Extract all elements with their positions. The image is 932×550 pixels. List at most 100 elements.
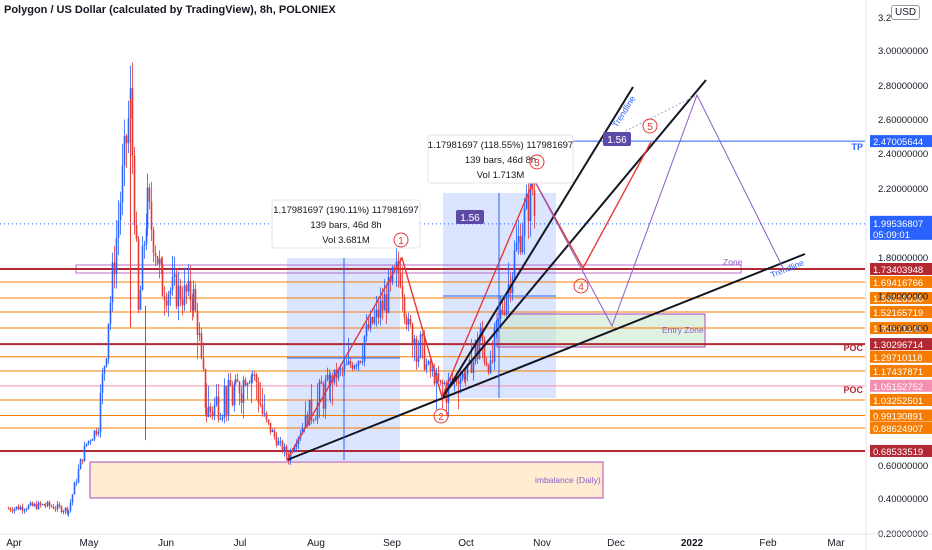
candle-body	[33, 504, 36, 506]
candle-body	[491, 360, 494, 362]
candle-body	[238, 381, 241, 394]
candle-body	[89, 440, 92, 442]
candle-body	[99, 392, 102, 433]
measure-label-1-line: 1.17981697 (190.11%) 117981697	[273, 205, 418, 216]
candle-body	[97, 432, 100, 434]
candle-body	[79, 459, 82, 470]
candle-body	[371, 317, 374, 324]
candle-body	[463, 373, 466, 380]
candle-body	[429, 361, 432, 371]
candle-body	[39, 502, 42, 505]
candle-body	[69, 502, 72, 511]
candle-body	[470, 359, 473, 373]
last-price-countdown: 05:09:01	[873, 230, 910, 241]
level-price-badge	[870, 338, 932, 351]
candle-body	[133, 155, 136, 226]
candle-body	[101, 373, 104, 393]
level-price-badge	[870, 275, 932, 288]
level-tag: POC	[843, 343, 863, 353]
candle-body	[194, 288, 197, 311]
candle-body	[375, 309, 378, 318]
x-tick-label: Sep	[383, 538, 401, 549]
candle-body	[231, 385, 234, 406]
candle-body	[37, 502, 40, 509]
candle-body	[357, 360, 360, 366]
level-tag: TP	[851, 142, 863, 152]
candle-body	[135, 225, 138, 239]
candle-body	[353, 365, 356, 369]
candle-body	[437, 373, 440, 381]
candle-body	[67, 510, 70, 514]
candle-body	[505, 295, 508, 314]
candle-body	[464, 374, 467, 380]
candle-body	[318, 381, 321, 403]
candle-body	[137, 238, 140, 310]
candle-body	[476, 340, 479, 360]
candle-body	[202, 358, 205, 370]
candle-body	[246, 383, 249, 386]
currency-button[interactable]: USD	[891, 5, 921, 20]
candle-body	[248, 382, 251, 384]
candle-body	[255, 374, 258, 382]
candle-body	[215, 396, 218, 405]
y-tick-label: 1.40000000	[878, 323, 928, 334]
candle-body	[281, 441, 284, 451]
candle-body	[54, 508, 57, 510]
candle-body	[421, 334, 424, 337]
y-tick-label: 3.2	[878, 13, 891, 24]
last-price-badge	[870, 215, 932, 240]
y-tick-label: 2.40000000	[878, 149, 928, 160]
candle-body	[411, 323, 414, 344]
candle-body	[381, 300, 384, 311]
candle-body	[328, 374, 331, 386]
level-price-badge	[870, 291, 932, 304]
x-tick-label: Mar	[827, 538, 845, 549]
candle-body	[250, 376, 253, 383]
candle-body	[93, 430, 96, 440]
candle-body	[277, 441, 280, 446]
candle-body	[31, 502, 34, 506]
candle-body	[23, 509, 26, 511]
candle-body	[119, 202, 122, 221]
candle-body	[377, 309, 380, 318]
candle-body	[479, 328, 482, 339]
candle-body	[64, 507, 67, 512]
candle-body	[347, 360, 350, 365]
candle-body	[179, 285, 182, 300]
candle-body	[359, 360, 362, 363]
candle-body	[9, 508, 12, 511]
candle-body	[431, 369, 434, 371]
candle-body	[83, 445, 86, 462]
candle-body	[73, 482, 76, 495]
level-price-badge	[870, 421, 932, 434]
candle-body	[154, 252, 157, 257]
candle-body	[349, 360, 352, 365]
candle-body	[261, 404, 264, 414]
candle-body	[95, 430, 98, 434]
candle-body	[314, 419, 317, 421]
candle-body	[485, 362, 488, 366]
candle-body	[158, 258, 161, 264]
wave-label: 4	[578, 282, 584, 293]
candle-body	[474, 340, 477, 363]
candle-body	[161, 264, 164, 297]
candle-body	[379, 300, 382, 318]
candle-body	[58, 504, 61, 507]
candle-body	[150, 201, 153, 230]
wave-path-purple	[533, 93, 784, 328]
candle-body	[163, 296, 166, 301]
candle-body	[425, 363, 428, 370]
entry-zone-label: Entry Zone	[662, 325, 704, 335]
candle-body	[213, 404, 216, 417]
candle-body	[229, 380, 232, 386]
x-tick-label: Jul	[234, 538, 247, 549]
candle-body	[173, 274, 176, 277]
candle-body	[269, 422, 272, 433]
candle-body	[316, 402, 319, 420]
candle-body	[263, 413, 266, 415]
wave-circle	[529, 154, 545, 170]
measure-label-1-box	[271, 199, 421, 249]
candle-body	[501, 309, 504, 313]
candle-body	[152, 229, 155, 253]
